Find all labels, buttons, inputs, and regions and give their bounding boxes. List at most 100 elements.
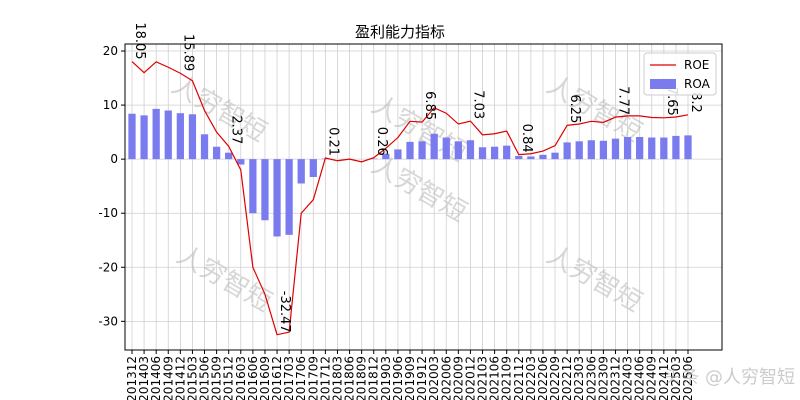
x-tick-label: 201806	[343, 356, 357, 400]
data-label: 7.03	[470, 90, 485, 119]
x-tick-label: 202106	[488, 356, 502, 400]
x-tick-label: 202506	[681, 356, 695, 400]
data-label: 0.21	[325, 127, 340, 156]
bar	[575, 141, 583, 160]
x-tick-label: 202112	[512, 356, 526, 400]
x-tick-label: 202009	[451, 356, 465, 400]
bar	[539, 154, 547, 160]
bar	[418, 141, 426, 160]
legend-label: ROE	[684, 58, 709, 72]
data-label: 6.85	[422, 91, 437, 120]
y-tick-label: -20	[98, 260, 118, 274]
data-label: 15.89	[180, 34, 195, 71]
x-tick-label: 202203	[524, 356, 538, 400]
bar	[490, 146, 499, 160]
data-label: 8.2	[688, 92, 703, 113]
x-tick-label: 202206	[536, 356, 550, 400]
bar	[611, 138, 620, 160]
x-tick-label: 201812	[367, 356, 381, 400]
bar	[636, 136, 644, 160]
bar	[466, 140, 475, 160]
x-tick-label: 201906	[391, 356, 405, 400]
bar	[551, 152, 559, 160]
x-tick-label: 201909	[403, 356, 417, 400]
plot-frame	[124, 43, 723, 351]
bar	[684, 135, 692, 160]
x-tick-label: 202303	[572, 356, 586, 400]
bar	[140, 115, 148, 160]
bar	[599, 140, 608, 160]
bar	[285, 159, 293, 235]
x-tick-label: 202103	[476, 356, 490, 400]
x-tick-label: 201903	[379, 356, 393, 400]
bar	[370, 158, 378, 160]
x-tick-label: 202006	[439, 356, 453, 400]
legend-label: ROA	[684, 77, 711, 91]
x-tick-label: 201803	[330, 356, 344, 400]
bar	[273, 159, 281, 237]
bar	[164, 110, 172, 160]
bar	[176, 113, 184, 160]
bar	[297, 159, 305, 184]
y-tick-label: 0	[110, 152, 118, 166]
bar	[152, 108, 160, 160]
bar	[200, 134, 209, 160]
x-tick-label: 202409	[645, 356, 659, 400]
y-tick-label: -30	[98, 314, 118, 328]
x-tick-label: 202109	[500, 356, 514, 400]
bar	[188, 114, 197, 160]
x-tick-label: 201703	[282, 356, 296, 400]
chart-title: 盈利能力指标	[355, 23, 445, 41]
bar	[515, 155, 523, 160]
bar	[394, 149, 402, 160]
data-label: 2.37	[229, 115, 244, 144]
bar	[563, 142, 571, 160]
bar	[648, 137, 656, 160]
x-tick-label: 202012	[463, 356, 477, 400]
bar	[454, 141, 462, 160]
line	[131, 61, 689, 336]
x-tick-label: 202309	[596, 356, 610, 400]
x-tick-label: 201503	[185, 356, 199, 400]
x-tick-label: 202003	[427, 356, 441, 400]
bar	[587, 140, 595, 160]
x-tick-label: 201712	[318, 356, 332, 400]
x-tick-label: 201512	[222, 356, 236, 400]
legend-swatch	[650, 79, 676, 89]
bar	[382, 153, 390, 160]
bar	[261, 159, 269, 221]
x-tick-label: 201403	[137, 356, 151, 400]
x-tick-label: 202312	[608, 356, 622, 400]
bar	[478, 147, 487, 160]
x-tick-label: 201606	[246, 356, 260, 400]
x-tick-label: 202412	[657, 356, 671, 400]
x-tick-label: 201706	[294, 356, 308, 400]
x-tick-label: 202209	[548, 356, 562, 400]
bar	[430, 133, 438, 160]
bar	[406, 141, 414, 160]
x-tick-label: 201609	[258, 356, 272, 400]
bar	[225, 152, 233, 160]
bar	[623, 136, 632, 160]
data-label: -32.47	[277, 291, 292, 333]
x-tick-label: 201312	[125, 356, 139, 400]
y-tick-label: 20	[103, 44, 118, 58]
bar	[672, 135, 680, 160]
bar	[309, 159, 317, 177]
x-tick-label: 201709	[306, 356, 320, 400]
x-tick-label: 201509	[210, 356, 224, 400]
x-tick-label: 202503	[669, 356, 683, 400]
bar	[237, 159, 245, 165]
bar	[527, 156, 535, 160]
data-label: 7.77	[615, 86, 630, 115]
data-label: 18.05	[132, 22, 147, 59]
bar	[503, 145, 511, 160]
x-tick-label: 201412	[173, 356, 187, 400]
x-tick-label: 201406	[149, 356, 163, 400]
data-label: 6.25	[567, 94, 582, 123]
bar	[128, 113, 136, 160]
x-tick-label: 202212	[560, 356, 574, 400]
x-tick-label: 201603	[234, 356, 248, 400]
x-tick-label: 202306	[584, 356, 598, 400]
